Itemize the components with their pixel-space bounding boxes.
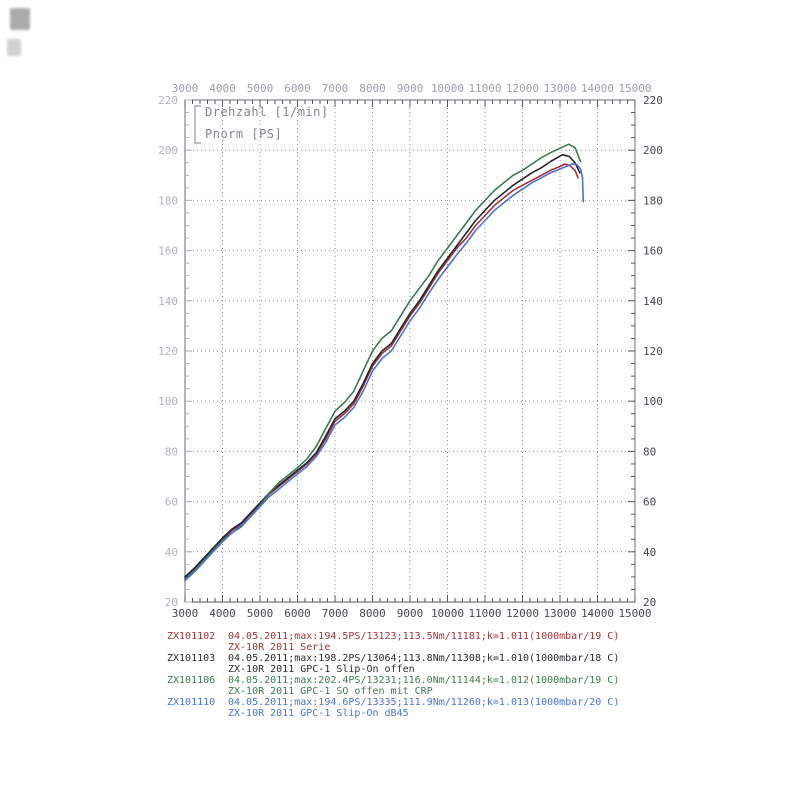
y-tick-label-left: 180 [158,194,178,207]
legend-row: ZX101110 04.05.2011;max:194.6PS/13335;111… [167,697,619,719]
y-tick-label-right: 80 [643,445,656,458]
x-tick-label-top: 6000 [284,82,311,95]
y-tick-label-right: 120 [643,345,663,358]
legend-run-detail: 04.05.2011;max:202.4PS/13231;116.0Nm/111… [228,675,620,686]
x-tick-label-top: 7000 [322,82,349,95]
x-tick-label-bottom: 11000 [468,607,501,620]
x-tick-label-top: 10000 [431,82,464,95]
axis-title-bracket [194,105,201,144]
legend-run-id: ZX101110 [167,697,216,708]
y-tick-label-left: 140 [158,295,178,308]
x-tick-label-top: 11000 [468,82,501,95]
x-tick-label-top: 9000 [397,82,424,95]
x-tick-label-bottom: 8000 [359,607,386,620]
legend-run-name: ZX-10R 2011 GPC-1 Slip-On offen [228,664,415,675]
x-tick-label-top: 8000 [359,82,386,95]
y-tick-label-left: 220 [158,94,178,107]
y-tick-label-right: 140 [643,295,663,308]
legend-run-name: ZX-10R 2011 GPC-1 SO offen mit CRP [228,686,433,697]
x-tick-label-bottom: 6000 [284,607,311,620]
legend-run-id: ZX101106 [167,675,216,686]
x-tick-label-top: 4000 [209,82,236,95]
legend-run-id: ZX101102 [167,631,216,642]
legend: ZX101102 04.05.2011;max:194.5PS/13123;113… [167,631,619,719]
x-tick-label-bottom: 4000 [209,607,236,620]
legend-row: ZX101106 04.05.2011;max:202.4PS/13231;116… [167,675,619,697]
legend-run-id: ZX101103 [167,653,216,664]
legend-run-name: ZX-10R 2011 Serie [228,642,331,653]
x-tick-label-bottom: 10000 [431,607,464,620]
y-tick-label-left: 100 [158,395,178,408]
y-axis-title: Pnorm [PS] [205,127,283,141]
legend-run-detail: 04.05.2011;max:198.2PS/13064;113.8Nm/113… [228,653,620,664]
x-tick-label-bottom: 12000 [506,607,539,620]
y-tick-label-right: 220 [643,94,663,107]
x-tick-label-top: 13000 [543,82,576,95]
legend-row: ZX101103 04.05.2011;max:198.2PS/13064;113… [167,653,619,675]
y-tick-label-right: 160 [643,245,663,258]
y-tick-label-right: 180 [643,194,663,207]
power-curve-ZX101102 [184,163,579,580]
legend-run-detail: 04.05.2011;max:194.5PS/13123;113.5Nm/111… [228,631,620,642]
x-tick-label-bottom: 15000 [618,607,651,620]
y-tick-label-left: 60 [165,496,178,509]
x-tick-label-bottom: 13000 [543,607,576,620]
x-tick-label-bottom: 5000 [247,607,274,620]
y-tick-label-right: 40 [643,546,656,559]
power-curve-ZX101106 [184,143,582,581]
legend-row: ZX101102 04.05.2011;max:194.5PS/13123;113… [167,631,619,653]
y-tick-label-left: 200 [158,144,178,157]
x-tick-label-bottom: 3000 [172,607,199,620]
y-tick-label-right: 200 [643,144,663,157]
x-tick-label-top: 5000 [247,82,274,95]
x-tick-label-top: 3000 [172,82,199,95]
legend-run-name: ZX-10R 2011 GPC-1 Slip-On dB45 [228,708,409,719]
x-tick-label-bottom: 9000 [397,607,424,620]
x-tick-label-top: 15000 [618,82,651,95]
y-tick-label-left: 160 [158,245,178,258]
scan-artifact [7,39,21,56]
y-tick-label-left: 40 [165,546,178,559]
x-axis-title: Drehzahl [1/min] [205,105,329,119]
y-tick-label-right: 100 [643,395,663,408]
y-tick-label-right: 60 [643,496,656,509]
power-curve-ZX101110 [184,163,585,582]
x-tick-label-bottom: 14000 [581,607,614,620]
power-curve-ZX101103 [184,153,581,578]
legend-run-detail: 04.05.2011;max:194.6PS/13335;111.9Nm/112… [228,697,620,708]
y-tick-label-left: 20 [165,596,178,609]
x-tick-label-bottom: 7000 [322,607,349,620]
y-tick-label-left: 80 [165,445,178,458]
x-tick-label-top: 12000 [506,82,539,95]
scan-artifact [10,8,30,30]
x-tick-label-top: 14000 [581,82,614,95]
y-tick-label-left: 120 [158,345,178,358]
y-tick-label-right: 20 [643,596,656,609]
